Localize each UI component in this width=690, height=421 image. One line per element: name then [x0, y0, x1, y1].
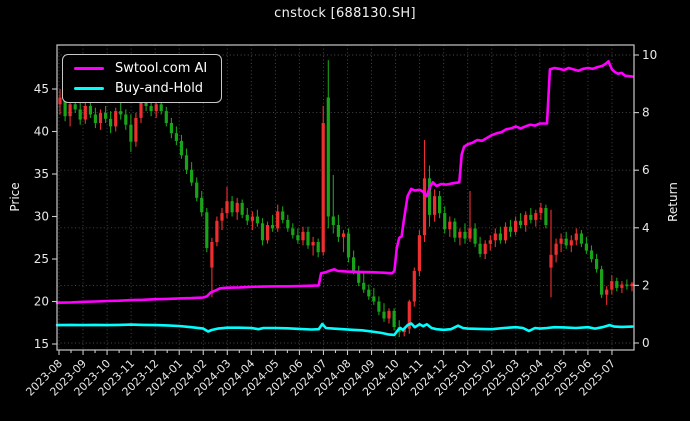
legend-item-buyhold: Buy-and-Hold: [74, 82, 207, 95]
y-axis-label-price: Price: [8, 182, 22, 212]
svg-text:20: 20: [34, 295, 49, 309]
svg-text:30: 30: [34, 210, 49, 224]
legend-label-ai: Swtool.com AI: [115, 61, 208, 76]
ai-line-swatch-icon: [74, 66, 104, 71]
y-axis-label-return: Return: [666, 182, 680, 222]
svg-text:8: 8: [642, 106, 650, 120]
legend-item-ai: Swtool.com AI: [74, 62, 207, 75]
plot-border: [56, 44, 635, 351]
svg-text:4: 4: [642, 221, 650, 235]
svg-text:35: 35: [34, 167, 49, 181]
svg-text:25: 25: [34, 252, 49, 266]
axis-ticks: [52, 54, 639, 355]
svg-text:40: 40: [34, 125, 49, 139]
svg-text:0: 0: [642, 336, 650, 350]
candlestick-series: [58, 60, 634, 338]
buyhold-return-line: [55, 322, 634, 337]
legend: Swtool.com AI Buy-and-Hold: [62, 54, 223, 103]
axis-tick-labels: 15 20 25 30 35 40 45 0 2 4 6 8 10: [34, 48, 658, 351]
ai-return-line: [55, 59, 634, 305]
chart-title: cnstock [688130.SH]: [274, 6, 416, 21]
x-tick-labels: 2023-082023-092023-102023-112023-122024-…: [23, 357, 618, 399]
svg-text:15: 15: [34, 337, 49, 351]
svg-text:45: 45: [34, 82, 49, 96]
svg-text:2: 2: [642, 278, 650, 292]
svg-text:6: 6: [642, 163, 650, 177]
buyhold-line-swatch-icon: [74, 86, 104, 91]
legend-label-buyhold: Buy-and-Hold: [115, 81, 204, 96]
svg-text:10: 10: [642, 48, 657, 62]
